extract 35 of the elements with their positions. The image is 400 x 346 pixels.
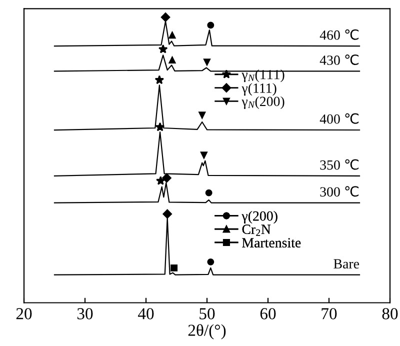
point xyxy=(162,173,172,183)
legend-label: γ$_{N}$(200) xyxy=(242,96,284,109)
x-tick-label: 70 xyxy=(322,308,337,320)
point xyxy=(200,152,208,159)
legend-label: Cr$_{2}$N xyxy=(242,224,271,236)
point xyxy=(205,189,212,196)
series-label: 350 ℃ xyxy=(320,159,359,170)
point xyxy=(155,122,165,132)
series-label: 460 ℃ xyxy=(320,29,359,40)
point xyxy=(204,58,210,66)
point xyxy=(162,209,172,219)
x-tick-label: 30 xyxy=(77,308,93,320)
point xyxy=(160,12,170,22)
legend-label: γ(200) xyxy=(242,210,278,224)
point xyxy=(168,56,176,64)
x-tick-label: 80 xyxy=(382,308,398,320)
series-label: Bare xyxy=(334,259,360,269)
x-tick-label: 20 xyxy=(16,308,32,320)
x-axis-title: 2θ/(°) xyxy=(188,324,226,340)
point xyxy=(170,264,178,272)
point xyxy=(168,32,176,39)
series-label: 400 ℃ xyxy=(320,113,359,124)
point xyxy=(156,176,166,185)
legend-label: Martensite xyxy=(242,238,301,248)
point xyxy=(198,112,206,119)
point xyxy=(207,258,214,266)
x-tick-label: 50 xyxy=(200,308,215,320)
point xyxy=(158,44,168,54)
series-label: 300 ℃ xyxy=(320,186,359,197)
point xyxy=(154,75,164,84)
series-label: 430 ℃ xyxy=(320,54,359,65)
legend-label: γ(111) xyxy=(242,83,276,96)
x-tick-label: 60 xyxy=(260,308,276,320)
x-tick-label: 40 xyxy=(138,308,154,320)
point xyxy=(207,22,214,29)
